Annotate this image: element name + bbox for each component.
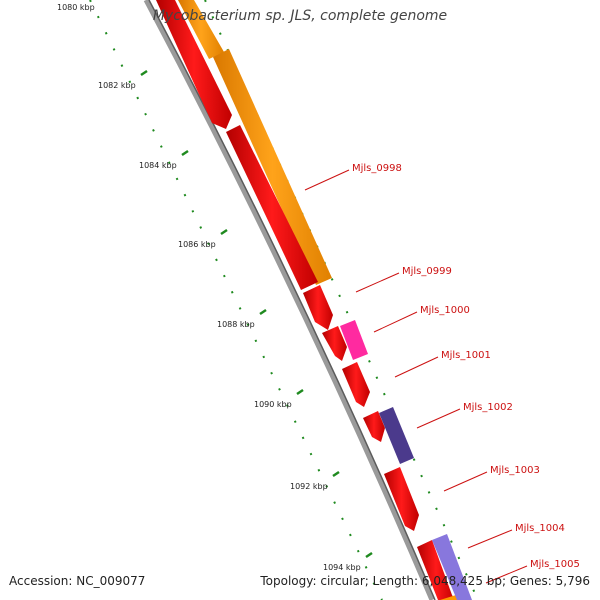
- gene-label-mjls-1002[interactable]: Mjls_1002: [463, 402, 513, 413]
- gene-label-mjls-0998[interactable]: Mjls_0998: [352, 163, 402, 174]
- gene-label-mjls-1001[interactable]: Mjls_1001: [441, 350, 491, 361]
- genome-summary: Topology: circular; Length: 6,048,425 bp…: [260, 574, 590, 588]
- gene-bar-mjls-0999: [303, 285, 333, 330]
- gene-leader-line: [443, 471, 488, 492]
- gene-bar-mjls-1001: [342, 362, 370, 407]
- gene-leader-line: [485, 565, 528, 584]
- ruler-label: 1092 kbp: [290, 482, 328, 491]
- ruler-major-tick: [296, 388, 304, 396]
- ruler-major-tick: [332, 470, 340, 478]
- gene-label-mjls-0999[interactable]: Mjls_0999: [402, 266, 452, 277]
- backbone-inner: [148, 0, 436, 600]
- gene-bar-red-6: [363, 411, 385, 442]
- gene-label-mjls-1005[interactable]: Mjls_1005: [530, 559, 580, 570]
- gene-leader-line: [416, 408, 461, 429]
- gene-leader-line: [304, 169, 350, 191]
- gene-bar-mjls-1005: [417, 540, 455, 600]
- gene-label-mjls-1000[interactable]: Mjls_1000: [420, 305, 470, 316]
- gene-bar-red-2: [226, 125, 318, 290]
- ruler-label: 1080 kbp: [57, 3, 95, 12]
- ruler-ticks: 1080 kbp 1082 kbp 1084 kbp 1086 kbp 1088 kbp…: [57, 3, 373, 572]
- gene-leader-line: [394, 356, 439, 378]
- ruler-major-tick: [220, 228, 228, 236]
- gene-bar-mjls-0998-top: [178, 0, 224, 59]
- accession-text: Accession: NC_009077: [9, 574, 146, 588]
- gene-bar-red-4: [322, 326, 347, 361]
- ruler-major-tick: [140, 69, 148, 77]
- gene-leader-line: [355, 272, 400, 293]
- backbone-outer: [143, 0, 435, 600]
- genome-title: Mycobacterium sp. JLS, complete genome: [152, 8, 448, 24]
- gene-leader-line: [467, 529, 513, 549]
- ruler-major-tick: [181, 149, 189, 157]
- gene-bar-mjls-1003: [384, 467, 419, 531]
- gene-bar-red-1: [156, 0, 232, 129]
- gene-label-mjls-1003[interactable]: Mjls_1003: [490, 465, 540, 476]
- ruler-major-tick: [259, 308, 267, 316]
- ruler-major-tick: [365, 551, 373, 559]
- gene-bar-mjls-1000: [340, 320, 368, 360]
- ruler-label: 1088 kbp: [217, 320, 255, 329]
- ruler-label: 1086 kbp: [178, 240, 216, 249]
- gene-bar-mjls-1002: [379, 407, 414, 464]
- ruler-label: 1084 kbp: [139, 161, 177, 170]
- ruler-label: 1090 kbp: [254, 400, 292, 409]
- ruler-label: 1082 kbp: [98, 81, 136, 90]
- ruler-label: 1094 kbp: [323, 563, 361, 572]
- gene-labels: Mjls_0998 Mjls_0999 Mjls_1000 Mjls_1001 Mjls…: [304, 163, 580, 584]
- gene-leader-line: [373, 311, 418, 333]
- gene-bar-mjls-0998: [213, 49, 332, 285]
- gene-label-mjls-1004[interactable]: Mjls_1004: [515, 523, 565, 534]
- gene-bar-mjls-1004: [432, 534, 472, 600]
